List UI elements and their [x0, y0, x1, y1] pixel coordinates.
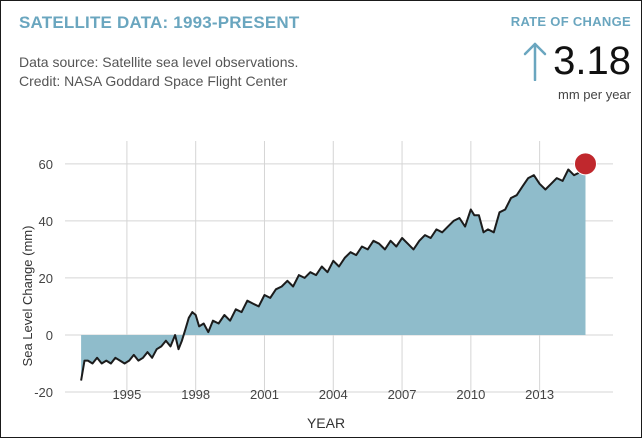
- data-source-note: Data source: Satellite sea level observa…: [19, 53, 298, 91]
- marker-layer: [573, 152, 597, 176]
- sea-level-line: [80, 163, 587, 381]
- rate-of-change-value: 3.18: [553, 39, 631, 83]
- x-axis-label: YEAR: [307, 415, 345, 431]
- x-tick-label: 2001: [250, 387, 279, 402]
- rate-of-change-unit: mm per year: [558, 87, 631, 102]
- rate-of-change-label: RATE OF CHANGE: [510, 14, 631, 29]
- x-tick-label: 1995: [112, 387, 141, 402]
- y-axis-label: Sea Level Change (mm): [20, 226, 35, 367]
- up-arrow-icon: [523, 42, 547, 81]
- latest-value-marker: [573, 152, 597, 176]
- x-tick-label: 2004: [319, 387, 348, 402]
- x-tick-label: 2013: [525, 387, 554, 402]
- x-tick-label: 2007: [388, 387, 417, 402]
- tick-labels: 1995 1998 2001 2004 2007 2010 2013 -20 0 20 40 60: [34, 157, 554, 402]
- x-tick-label: 1998: [181, 387, 210, 402]
- y-tick-label: 60: [39, 157, 53, 172]
- data-source-line: Data source: Satellite sea level observa…: [19, 54, 299, 70]
- y-tick-label: 40: [39, 214, 53, 229]
- y-tick-label: -20: [34, 385, 53, 400]
- rate-of-change-value-row: 3.18: [523, 39, 631, 83]
- credit-line: Credit: NASA Goddard Space Flight Center: [19, 73, 288, 89]
- x-tick-label: 2010: [456, 387, 485, 402]
- page-title: SATELLITE DATA: 1993-PRESENT: [19, 13, 300, 32]
- area-layer: [80, 163, 587, 381]
- y-tick-label: 20: [39, 271, 53, 286]
- y-tick-label: 0: [46, 328, 53, 343]
